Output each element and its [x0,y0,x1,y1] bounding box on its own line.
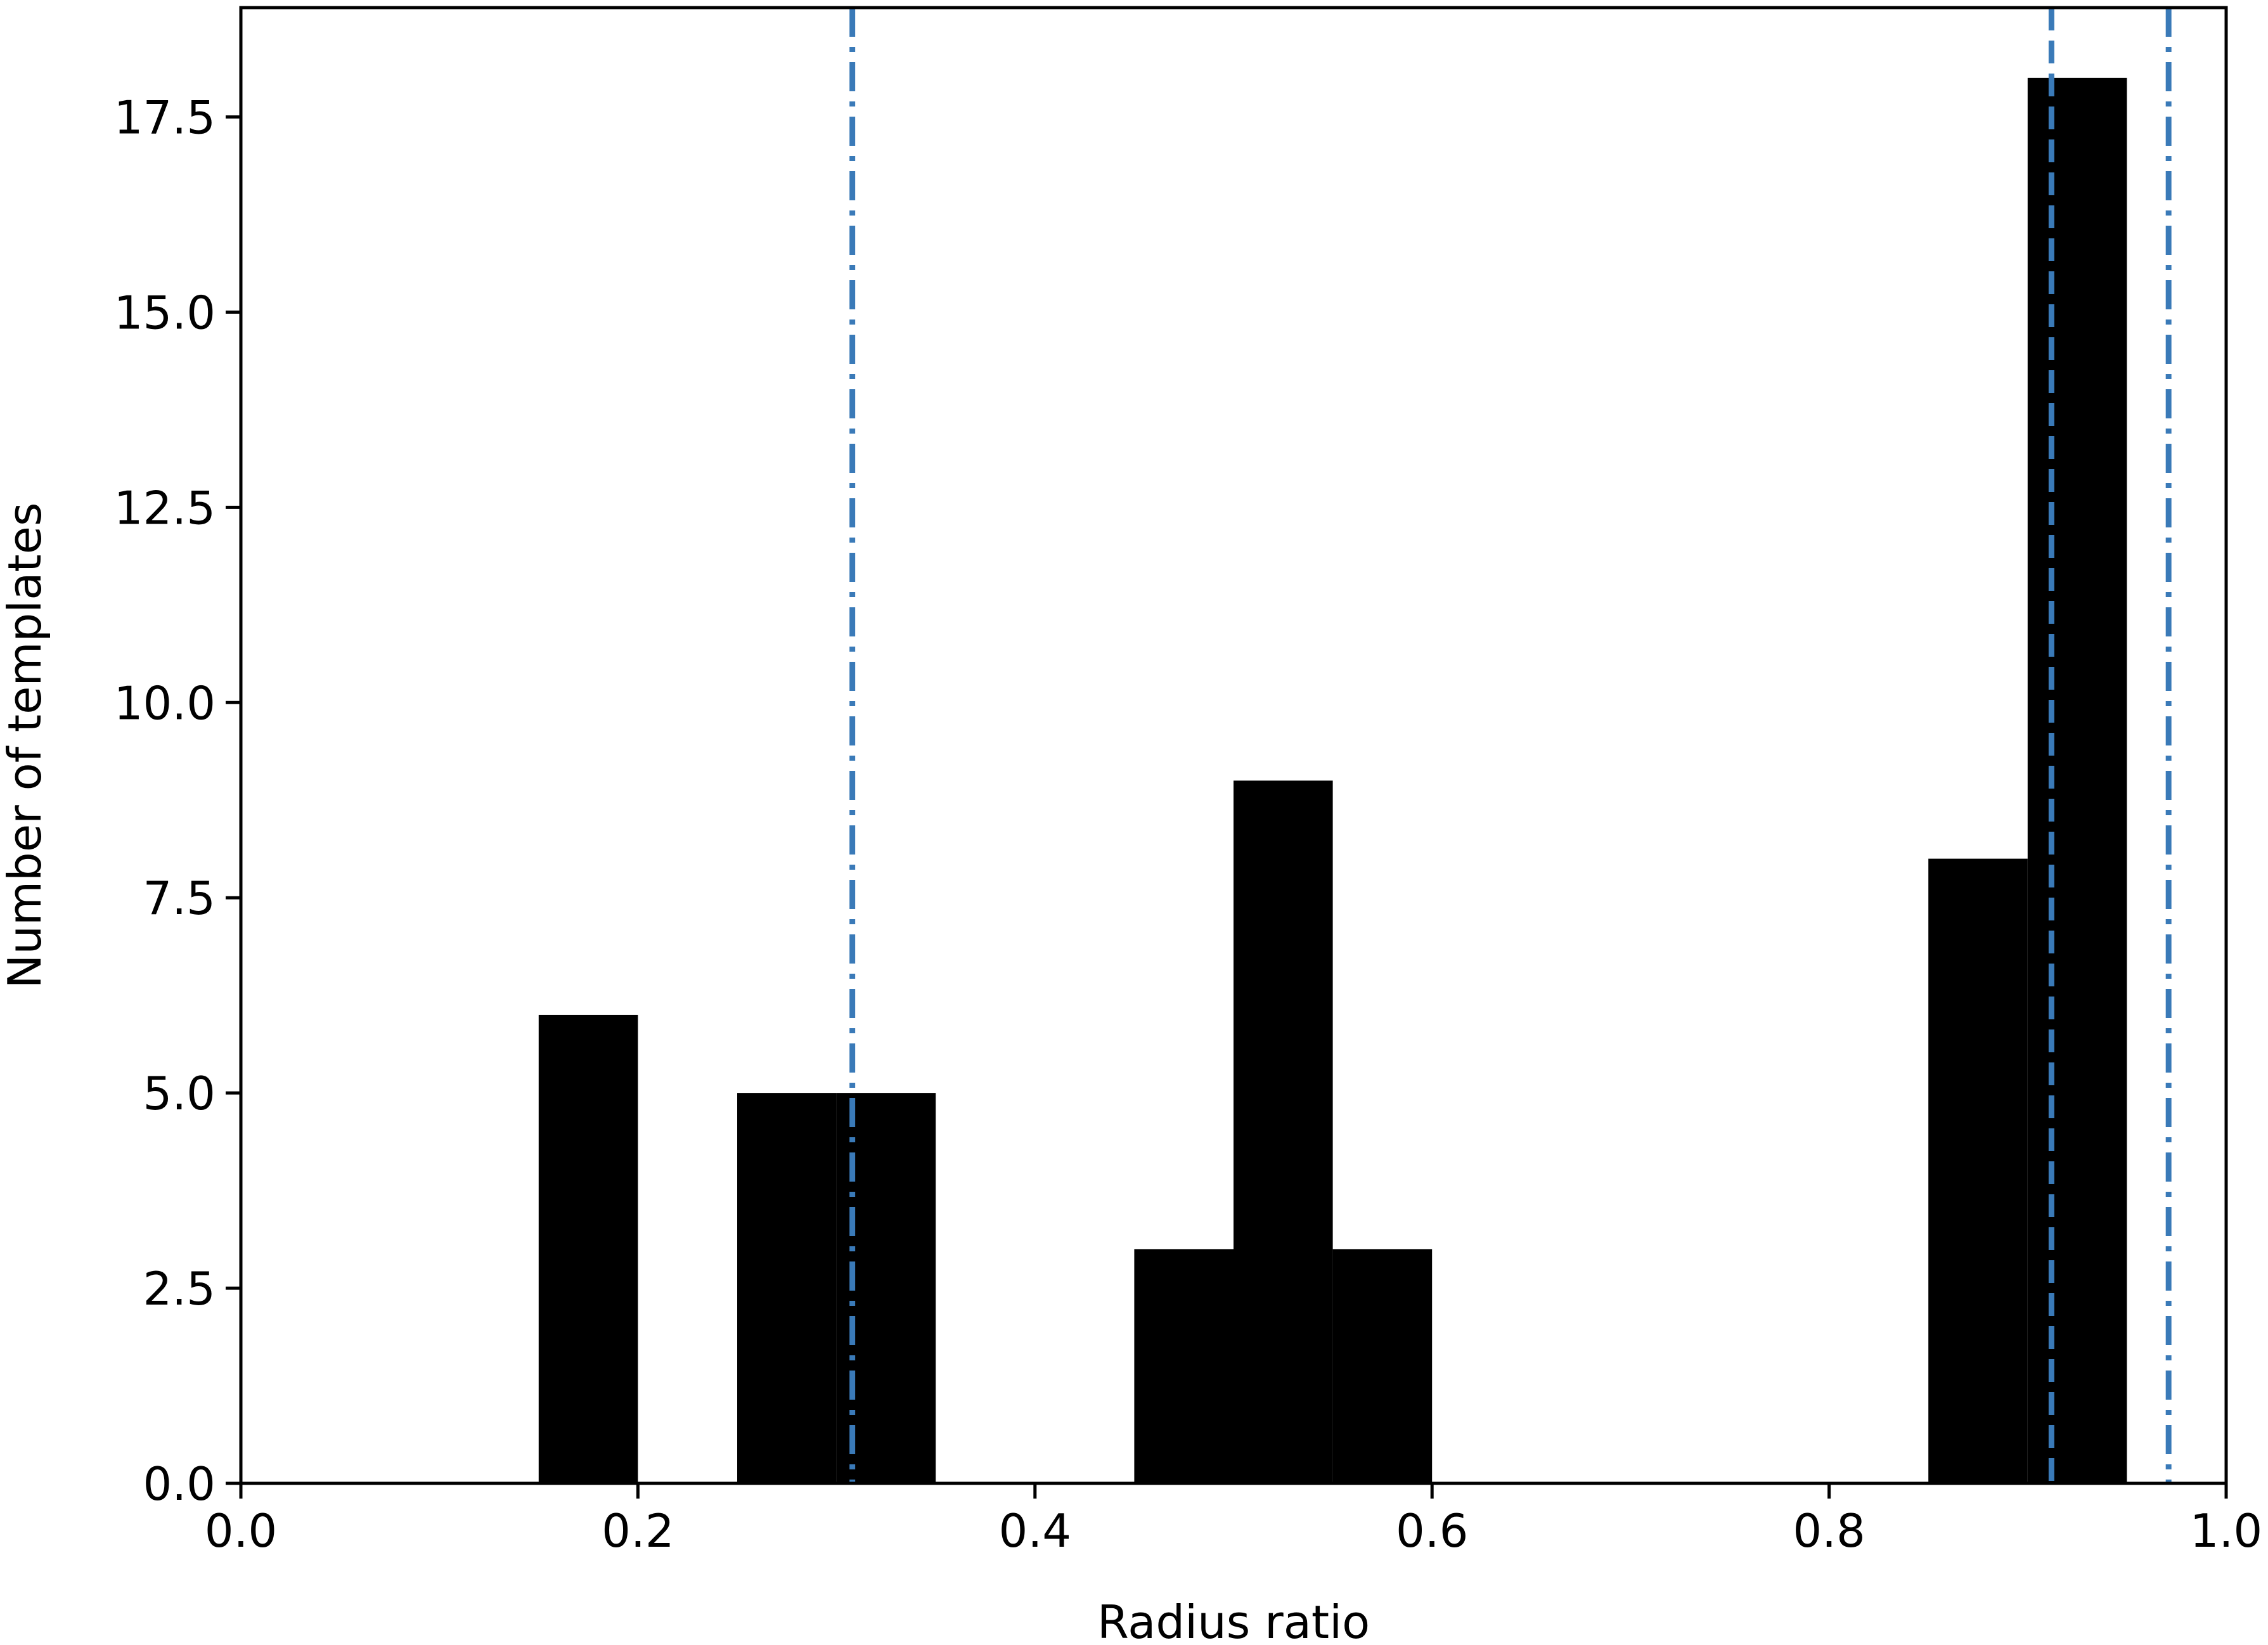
histogram-bar [1234,780,1333,1483]
x-tick-label: 0.0 [205,1504,278,1558]
y-tick-label: 7.5 [143,872,216,925]
x-tick-label: 1.0 [2190,1504,2263,1558]
x-tick-label: 0.4 [999,1504,1072,1558]
y-axis-label: Number of templates [0,503,51,989]
bars-layer [538,77,2127,1483]
x-tick-label: 0.6 [1396,1504,1469,1558]
x-tick-label: 0.8 [1793,1504,1865,1558]
x-tick-label: 0.2 [602,1504,674,1558]
x-axis-ticks: 0.0 0.2 0.4 0.6 0.8 1.0 [205,1483,2263,1558]
y-tick-label: 0.0 [143,1457,216,1511]
y-tick-label: 12.5 [114,481,216,534]
y-axis-ticks: 0.0 2.5 5.0 7.5 10.0 12.5 15.0 17.5 [114,91,241,1511]
y-tick-label: 10.0 [114,676,216,730]
histogram-bar [2027,77,2127,1483]
y-tick-label: 17.5 [114,91,216,144]
histogram-bar [1928,858,2028,1483]
reference-lines-layer [849,8,2172,1483]
x-axis-label: Radius ratio [1097,1596,1370,1645]
histogram-bar [1332,1249,1433,1483]
histogram-bar [538,1014,638,1483]
plot-frame [239,6,2228,1485]
histogram-bar [1134,1249,1234,1483]
y-tick-label: 2.5 [143,1262,216,1315]
histogram-bar [737,1093,837,1483]
y-tick-label: 5.0 [143,1067,216,1120]
y-tick-label: 15.0 [114,286,216,339]
